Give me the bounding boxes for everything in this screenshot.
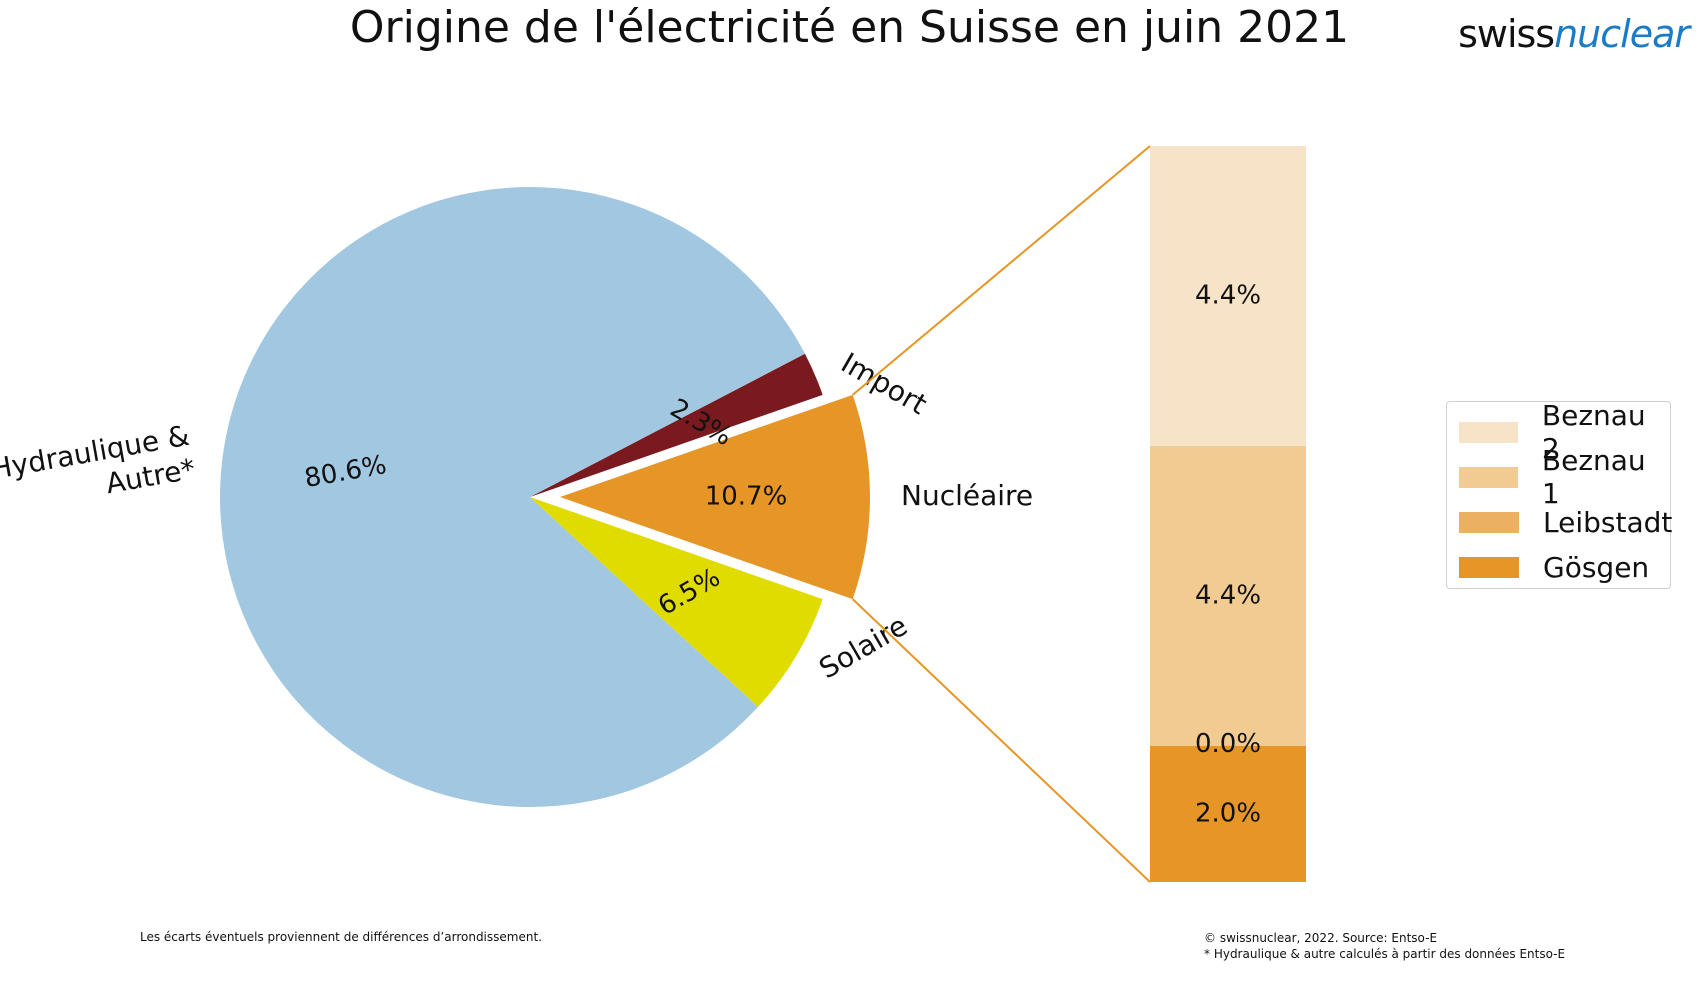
legend: Beznau 2 Beznau 1 Leibstadt Gösgen: [1446, 399, 1673, 589]
legend-swatch: [1459, 511, 1519, 533]
bar-value-label-beznau-1: 4.4%: [1195, 580, 1261, 610]
pie-category-label-solaire: Solaire: [814, 609, 913, 685]
rounding-footnote: Les écarts éventuels proviennent de diff…: [140, 930, 542, 944]
connector-line-bottom: [851, 598, 1151, 883]
chart-title: Origine de l'électricité en Suisse en ju…: [349, 2, 1350, 53]
legend-item-beznau-1: Beznau 1: [1459, 444, 1670, 510]
legend-label: Beznau 2: [1541, 399, 1646, 465]
legend-item-beznau-2: Beznau 2: [1459, 399, 1670, 465]
legend-item-leibstadt: Leibstadt: [1459, 505, 1673, 539]
pie-slice-import: [530, 353, 823, 497]
legend-item-gosgen: Gösgen: [1459, 550, 1650, 584]
legend-label: Leibstadt: [1543, 505, 1673, 539]
pie-slice-hydraulique-autre: [219, 187, 805, 808]
bar-value-label-leibstadt: 0.0%: [1195, 729, 1261, 759]
pie-value-label-nucleaire: 10.7%: [705, 482, 788, 512]
legend-swatch: [1459, 421, 1518, 443]
bar-segment-beznau-2: [1150, 146, 1306, 446]
bar-segment-beznau-1: [1150, 445, 1306, 746]
asterisk-line: * Hydraulique & autre calculés à partir …: [1204, 947, 1566, 961]
legend-swatch: [1459, 556, 1519, 578]
logo-part-swiss: swiss: [1458, 12, 1555, 56]
copyright-line: © swissnuclear, 2022. Source: Entso-E: [1204, 931, 1438, 945]
bar-value-label-gosgen: 2.0%: [1195, 798, 1261, 828]
legend-label: Gösgen: [1543, 550, 1650, 584]
legend-label: Beznau 1: [1541, 444, 1646, 510]
logo-part-nuclear: nuclear: [1554, 12, 1690, 56]
connector-line-top: [852, 145, 1151, 396]
pie-category-label-nucleaire: Nucléaire: [901, 479, 1033, 512]
pie-category-label-hydraulique-autre: Hydraulique &Autre*: [0, 419, 198, 520]
swissnuclear-logo: swissnuclear: [1458, 12, 1690, 56]
bar-value-label-beznau-2: 4.4%: [1195, 280, 1261, 310]
bar-segment-gosgen: [1150, 745, 1306, 882]
pie-slice-nucleaire: [560, 394, 870, 600]
legend-swatch: [1459, 466, 1518, 488]
pie-slice-solaire: [530, 497, 823, 707]
source-footnote: © swissnuclear, 2022. Source: Entso-E * …: [1204, 930, 1565, 962]
